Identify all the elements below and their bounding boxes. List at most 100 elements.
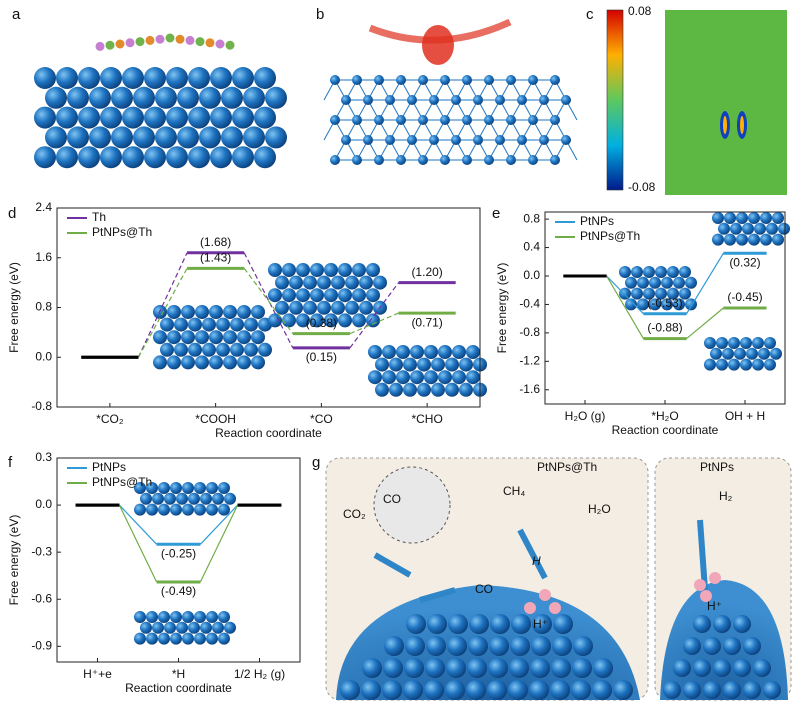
atom: [317, 300, 331, 315]
atom: [202, 342, 216, 357]
atom: [383, 658, 403, 678]
h-atom: [549, 602, 561, 614]
atom: [210, 67, 232, 89]
molecule-atom: [145, 35, 155, 45]
atom: [296, 313, 310, 328]
atom: [67, 86, 89, 109]
atom: [167, 305, 181, 319]
colorbar: [606, 9, 624, 191]
atom: [144, 67, 166, 89]
atom: [403, 357, 417, 372]
atom: [760, 212, 772, 224]
atom: [111, 126, 133, 149]
atom: [352, 155, 362, 165]
atom: [146, 632, 158, 645]
atom: [324, 263, 338, 277]
atom: [352, 75, 362, 85]
atom: [200, 621, 212, 634]
connector: [243, 267, 294, 334]
legend-label: PtNPs: [580, 214, 614, 228]
atom: [375, 382, 389, 397]
atom: [753, 659, 771, 677]
atom: [218, 611, 230, 623]
atom: [440, 75, 450, 85]
atom: [373, 275, 387, 290]
charge-density: [422, 25, 454, 65]
atom: [152, 621, 164, 634]
atom: [158, 482, 170, 494]
x-tick-label: *CO₂: [96, 412, 124, 426]
atom: [167, 330, 181, 345]
atom: [661, 276, 673, 289]
atom: [712, 212, 724, 224]
molecule-atom: [175, 34, 185, 44]
atom: [331, 300, 345, 315]
atom: [710, 347, 722, 360]
atom: [452, 345, 466, 359]
atom: [743, 681, 761, 699]
atom: [181, 330, 195, 345]
h-atom: [524, 602, 536, 614]
atom: [338, 313, 352, 328]
atom: [532, 614, 552, 634]
atom: [210, 146, 232, 169]
atom: [251, 355, 265, 370]
atom: [212, 492, 224, 505]
atom: [703, 637, 721, 655]
atom: [89, 86, 111, 109]
atom: [160, 317, 174, 332]
atom: [427, 614, 447, 634]
atom: [188, 621, 200, 634]
atom: [772, 212, 784, 224]
atom: [488, 658, 508, 678]
atom: [221, 126, 243, 149]
atom: [723, 637, 741, 655]
atom: [661, 298, 673, 311]
connector: [118, 504, 158, 545]
atom: [445, 357, 459, 372]
atom: [424, 370, 438, 385]
atom: [56, 67, 78, 89]
atom: [194, 503, 206, 516]
atom: [385, 135, 395, 145]
atom: [144, 106, 166, 129]
atom: [176, 492, 188, 505]
atom: [254, 67, 276, 89]
atom: [452, 370, 466, 385]
atom: [703, 681, 721, 699]
atom: [254, 106, 276, 129]
atom: [551, 658, 571, 678]
atom: [140, 492, 152, 505]
atom: [67, 126, 89, 149]
connector: [606, 275, 644, 315]
atom: [410, 370, 424, 385]
atom: [766, 222, 778, 235]
x-axis-label: Reaction coordinate: [612, 423, 719, 437]
atom: [345, 300, 359, 315]
atom: [743, 637, 761, 655]
atom: [244, 342, 258, 357]
atom: [508, 680, 528, 700]
atom: [592, 680, 612, 700]
connector: [349, 282, 400, 349]
atom: [384, 636, 404, 656]
atom: [251, 305, 265, 319]
h-atom: [694, 579, 706, 591]
atom: [216, 317, 230, 332]
y-axis-label: Free energy (eV): [7, 515, 21, 606]
atom: [363, 95, 373, 105]
atom: [221, 86, 243, 109]
atom: [158, 503, 170, 516]
atom: [440, 115, 450, 125]
atom: [362, 658, 382, 678]
atom: [100, 146, 122, 169]
atom: [167, 355, 181, 370]
atom: [730, 222, 742, 235]
atom: [199, 126, 221, 149]
atom: [561, 135, 571, 145]
atom: [728, 358, 740, 371]
atom: [164, 621, 176, 634]
atom: [733, 659, 751, 677]
atom: [206, 503, 218, 516]
atom: [506, 115, 516, 125]
